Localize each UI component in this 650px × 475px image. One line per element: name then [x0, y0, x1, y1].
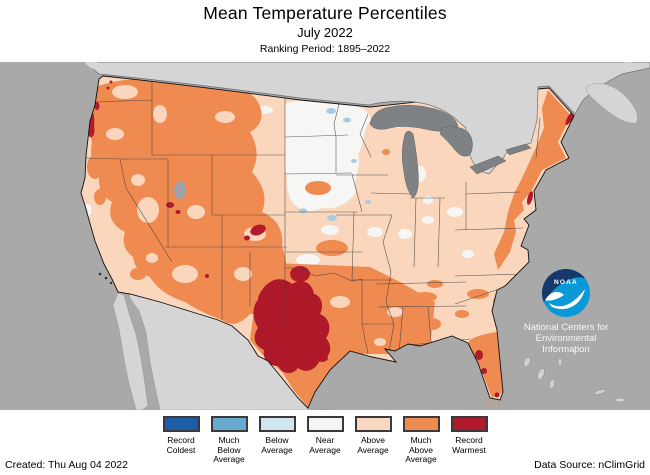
legend-swatch-much-below-average	[210, 416, 248, 432]
legend-label: Record Coldest	[166, 435, 196, 455]
great-lakes	[369, 105, 532, 199]
legend-item-above-average: Above Average	[349, 416, 397, 465]
canada-landmass	[84, 59, 650, 175]
legend-label: Below Average	[261, 435, 293, 455]
created-timestamp: Created: Thu Aug 04 2022	[5, 459, 128, 471]
legend-item-record-warmest: Record Warmest	[445, 416, 493, 465]
great-salt-lake	[174, 181, 186, 199]
noaa-logo-text: NOAA	[554, 279, 578, 286]
page-subtitle: July 2022	[297, 25, 353, 40]
us-fill-layers	[81, 76, 574, 408]
us-outline	[80, 75, 575, 409]
legend-label: Record Warmest	[452, 435, 486, 455]
islands	[98, 272, 626, 407]
legend-swatch-much-above-average	[402, 416, 440, 432]
legend-label: Much Below Average	[213, 435, 245, 464]
legend-swatch-record-warmest	[450, 416, 488, 432]
legend-swatch-below-average	[258, 416, 296, 432]
legend-label: Much Above Average	[405, 435, 437, 464]
noaa-org-line2: Environmental	[536, 333, 597, 344]
legend: Record Coldest Much Below Average Below Aver…	[0, 416, 650, 465]
ranking-period-label: Ranking Period: 1895–2022	[259, 43, 391, 55]
legend-label: Above Average	[357, 435, 389, 455]
noaa-org-line3: Information	[542, 344, 590, 355]
page-title: Mean Temperature Percentiles	[203, 3, 447, 23]
legend-item-near-average: Near Average	[301, 416, 349, 465]
legend-swatch-record-coldest	[162, 416, 200, 432]
us-percentile-map: NOAA National Centers for Environmental …	[0, 59, 650, 411]
legend-label: Near Average	[309, 435, 341, 455]
data-source-label: Data Source: nClimGrid	[534, 459, 645, 471]
noaa-org-line1: National Centers for	[524, 322, 608, 333]
legend-item-much-above-average: Much Above Average	[397, 416, 445, 465]
map-svg: NOAA National Centers for Environmental …	[0, 59, 650, 411]
legend-swatch-above-average	[354, 416, 392, 432]
legend-swatch-near-average	[306, 416, 344, 432]
state-borders	[84, 78, 541, 355]
legend-item-much-below-average: Much Below Average	[205, 416, 253, 465]
legend-item-record-coldest: Record Coldest	[157, 416, 205, 465]
noaa-logo: NOAA National Centers for Environmental …	[524, 269, 608, 355]
legend-item-below-average: Below Average	[253, 416, 301, 465]
